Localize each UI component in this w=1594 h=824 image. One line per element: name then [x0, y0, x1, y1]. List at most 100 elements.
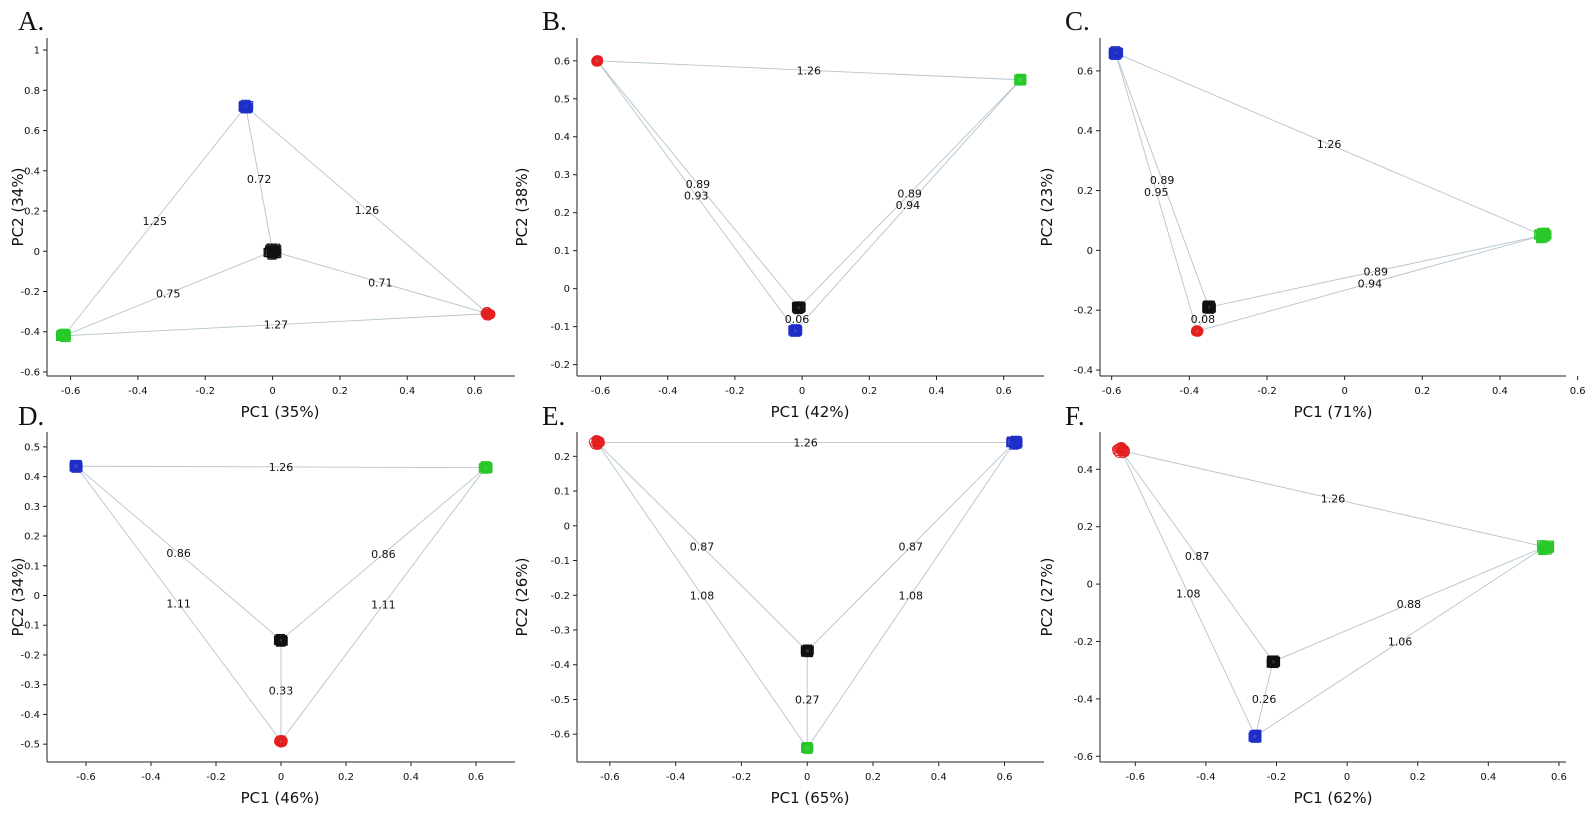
distance-label: 0.08	[1191, 313, 1216, 326]
cluster-red	[1190, 325, 1204, 337]
y-tick-label: 0.2	[1077, 522, 1093, 533]
distance-edge	[1208, 234, 1543, 308]
x-tick-label: -0.4	[666, 772, 686, 783]
distance-edge	[63, 106, 247, 337]
y-tick-label: 0	[1087, 580, 1093, 591]
distance-label: 1.26	[793, 436, 818, 449]
y-tick-label: 0.4	[554, 132, 570, 143]
panel-c: C. -0.6 -0.4 -0.2 0 0.2 0.4 0.6 -0.4 -0.2 0 0.2 0.4 0…	[1038, 6, 1586, 421]
data-point	[802, 646, 812, 656]
cluster-core	[1541, 543, 1549, 551]
y-tick-label: -0.2	[1073, 637, 1093, 648]
distance-edge	[1115, 52, 1198, 332]
cluster-core	[1011, 439, 1018, 446]
distance-label: 0.94	[1358, 277, 1383, 290]
distance-label: 0.86	[371, 548, 396, 561]
y-tick-label: -0.5	[20, 740, 40, 751]
x-tick-label: 0.2	[332, 386, 348, 397]
distance-label: 1.06	[1388, 635, 1413, 648]
distance-label: 0.72	[247, 173, 272, 186]
cluster-core	[485, 310, 492, 317]
cluster-red	[1111, 441, 1130, 459]
y-tick-label: -0.2	[20, 287, 40, 298]
distance-label: 1.26	[1321, 493, 1346, 506]
distance-label: 0.89	[686, 178, 711, 191]
distance-label: 0.75	[156, 288, 181, 301]
x-tick-label: 0.2	[1414, 386, 1430, 397]
panel-letter: B.	[542, 6, 567, 36]
y-tick-label: -0.4	[20, 327, 40, 338]
y-axis-title: PC2 (23%)	[1038, 168, 1056, 247]
cluster-blue	[1006, 435, 1023, 450]
y-tick-label: -0.2	[550, 360, 570, 371]
x-tick-label: -0.2	[1267, 772, 1287, 783]
y-tick-label: 0.6	[554, 56, 570, 67]
distance-edge	[245, 106, 274, 252]
cluster-core	[804, 745, 811, 752]
y-tick-label: 0.4	[24, 472, 40, 483]
cluster-core	[269, 247, 277, 255]
distance-label: 0.26	[1252, 693, 1277, 706]
y-tick-label: 0	[1087, 246, 1093, 257]
distance-edge	[806, 442, 1015, 749]
panel-letter: F.	[1065, 401, 1085, 431]
distance-label: 1.11	[371, 598, 396, 611]
y-tick-label: 0.4	[1077, 126, 1093, 137]
y-axis-title: PC2 (34%)	[9, 558, 27, 637]
distance-label: 1.26	[1317, 138, 1342, 151]
x-tick-label: -0.4	[658, 386, 678, 397]
x-tick-label: 0	[799, 386, 805, 397]
y-tick-label: 0.1	[554, 246, 570, 257]
x-tick-label: -0.2	[1257, 386, 1277, 397]
distance-label: 0.87	[899, 541, 924, 554]
distance-label: 1.27	[264, 319, 289, 332]
y-tick-label: 0.2	[24, 532, 40, 543]
data-point	[72, 462, 82, 472]
x-axis-title: PC1 (71%)	[1294, 403, 1373, 421]
x-axis-title: PC1 (46%)	[241, 789, 320, 807]
y-tick-label: -0.4	[1073, 366, 1093, 377]
x-tick-label: -0.2	[725, 386, 745, 397]
y-tick-label: 1	[34, 46, 40, 57]
distance-edge	[1121, 450, 1545, 548]
cluster-red	[274, 734, 288, 748]
y-tick-label: -0.2	[1073, 306, 1093, 317]
distance-label: 0.71	[368, 276, 393, 289]
distance-label: 0.95	[1144, 186, 1169, 199]
distance-edge	[798, 79, 1021, 308]
y-tick-label: 0.4	[24, 166, 40, 177]
distance-label: 1.08	[690, 589, 715, 602]
x-tick-label: 0.4	[931, 772, 947, 783]
y-tick-label: -0.1	[550, 556, 570, 567]
data-point	[276, 736, 286, 746]
cluster-core	[1117, 446, 1125, 455]
x-tick-label: 0.2	[1410, 772, 1426, 783]
panel-letter: E.	[542, 401, 565, 431]
y-tick-label: -0.4	[1073, 694, 1093, 705]
cluster-green	[1536, 540, 1555, 555]
distance-label: 0.94	[896, 199, 921, 212]
distance-edge	[63, 250, 273, 337]
cluster-core	[1539, 232, 1546, 239]
x-tick-label: -0.2	[206, 772, 226, 783]
cluster-core	[278, 738, 284, 745]
panel-letter: A.	[18, 6, 44, 36]
x-axis-title: PC1 (42%)	[771, 403, 850, 421]
cluster-black	[263, 243, 282, 260]
x-tick-label: -0.6	[1126, 772, 1146, 783]
y-tick-label: 0.2	[1077, 186, 1093, 197]
cluster-green	[1534, 227, 1552, 244]
cluster-core	[593, 439, 600, 446]
distance-edge	[63, 313, 489, 337]
x-tick-label: -0.2	[732, 772, 752, 783]
x-tick-label: -0.4	[128, 386, 148, 397]
x-tick-label: 0	[804, 772, 810, 783]
y-tick-label: 0.6	[24, 126, 40, 137]
x-tick-label: 0.2	[865, 772, 881, 783]
y-tick-label: 0.5	[24, 442, 40, 453]
cluster-core	[73, 463, 80, 470]
cluster-black	[1266, 655, 1281, 669]
x-tick-label: -0.4	[1196, 772, 1216, 783]
data-point	[276, 636, 286, 646]
